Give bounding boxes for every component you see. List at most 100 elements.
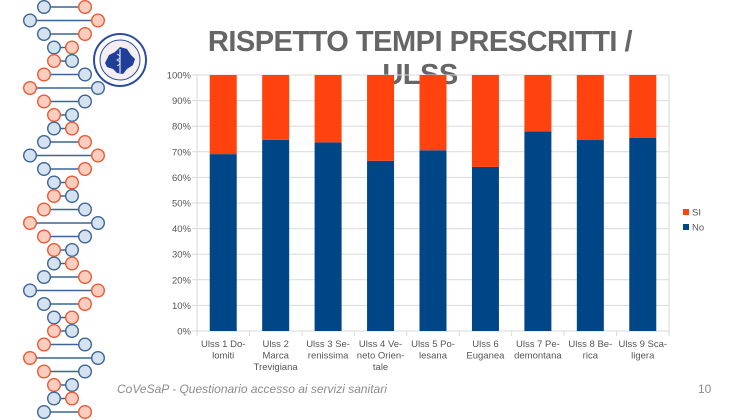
bar-no	[367, 160, 395, 331]
dna-rung	[37, 202, 92, 217]
dna-node	[77, 405, 92, 420]
dna-node	[77, 202, 92, 217]
y-tick-label: 30%	[172, 250, 192, 261]
y-tick-label: 60%	[172, 173, 192, 184]
dna-node	[37, 94, 52, 109]
dna-rung	[37, 364, 92, 379]
x-tick-label-line: Ulss 2	[262, 339, 288, 350]
legend-label: No	[692, 223, 704, 234]
dna-rung	[23, 148, 105, 163]
x-tick-label-line: renissima	[308, 351, 349, 362]
dna-node	[64, 242, 79, 257]
dna-rung	[37, 270, 92, 285]
dna-node	[47, 256, 62, 271]
dna-rung	[47, 391, 79, 406]
y-tick-label: 40%	[172, 224, 192, 235]
bar-no	[576, 140, 604, 331]
dna-node	[37, 202, 52, 217]
dna-node	[78, 0, 92, 14]
dna-node	[64, 188, 79, 203]
dna-node	[64, 310, 79, 325]
x-tick-label: Ulss 8 Be-rica	[568, 339, 612, 362]
x-tick-label: Ulss 6 Euganea	[466, 339, 505, 362]
dna-rung	[23, 80, 105, 95]
bar-no	[262, 139, 290, 331]
dna-node	[37, 0, 51, 14]
x-tick-label-line: tale	[373, 362, 388, 373]
x-tick-label-line: Ulss 3 Se-	[306, 339, 350, 350]
bar-si	[262, 75, 290, 140]
dna-node	[23, 215, 38, 230]
x-tick-label-line: Trevigiana	[254, 362, 299, 373]
bar-si	[576, 75, 604, 141]
dna-node	[37, 270, 52, 285]
dna-node	[77, 229, 92, 244]
dna-node	[23, 80, 38, 95]
x-tick-label-line: Ulss 6	[472, 339, 498, 350]
dna-rung	[37, 229, 92, 244]
x-tick-label: Ulss 3 Se-renissima	[306, 339, 350, 362]
dna-node	[64, 107, 79, 122]
dna-node	[64, 54, 79, 69]
x-tick-label-line: Ulss 4 Ve-	[359, 339, 402, 350]
x-tick-label-line: demontana	[514, 351, 562, 362]
slide-footer: CoVeSaP - Questionario accesso ai serviz…	[117, 382, 387, 396]
legend-item-no: No	[683, 223, 704, 234]
dna-node	[47, 121, 62, 136]
bar-no	[419, 150, 447, 331]
dna-rung	[47, 121, 79, 136]
dna-rung	[37, 67, 92, 82]
bar-si	[367, 75, 395, 161]
dna-node	[37, 161, 52, 176]
dna-node	[23, 351, 38, 366]
dna-node	[47, 107, 62, 122]
dna-node	[37, 405, 52, 420]
dna-rung	[37, 134, 92, 149]
x-tick-label-line: rica	[583, 351, 599, 362]
dna-rung	[47, 242, 79, 257]
dna-node	[47, 40, 62, 55]
dna-node	[47, 378, 62, 393]
bar-si	[629, 75, 657, 138]
dna-node	[47, 242, 62, 257]
dna-node	[37, 364, 52, 379]
x-tick-label-line: neto Orien-	[357, 351, 405, 362]
x-tick-label-line: Ulss 5 Po-	[411, 339, 455, 350]
bar-si	[419, 75, 447, 151]
dna-node	[37, 297, 52, 312]
dna-node	[23, 13, 38, 28]
x-tick-label: Ulss 5 Po-lesana	[411, 339, 455, 362]
dna-node	[90, 80, 105, 95]
dna-node	[37, 27, 52, 42]
dna-node	[77, 161, 92, 176]
y-tick-label: 80%	[172, 122, 192, 133]
dna-rung	[37, 297, 92, 312]
y-tick-label: 90%	[172, 96, 192, 107]
dna-rung	[23, 215, 105, 230]
x-tick-label-line: Ulss 1 Do-	[201, 339, 245, 350]
y-tick-label: 0%	[177, 327, 191, 338]
dna-node	[90, 351, 105, 366]
bar-no	[314, 142, 342, 331]
y-tick-label: 70%	[172, 147, 192, 158]
dna-node	[77, 67, 92, 82]
dna-rung	[47, 256, 79, 271]
y-tick-label: 100%	[167, 71, 192, 82]
dna-node	[77, 364, 92, 379]
dna-rung	[37, 405, 92, 420]
x-tick-label-line: lomiti	[212, 351, 234, 362]
bar-si	[471, 75, 499, 167]
dna-node	[77, 297, 92, 312]
dna-node	[37, 337, 52, 352]
dna-node	[77, 270, 92, 285]
dna-node	[23, 283, 38, 298]
dna-rung	[47, 175, 79, 190]
dna-node	[64, 391, 79, 406]
bar-si	[314, 75, 342, 143]
dna-node	[47, 54, 62, 69]
x-tick-label-line: Ulss 8 Be-	[568, 339, 612, 350]
dna-node	[37, 229, 52, 244]
dna-rung	[23, 283, 105, 298]
dna-node	[77, 134, 92, 149]
x-tick-label-line: lesana	[419, 351, 448, 362]
